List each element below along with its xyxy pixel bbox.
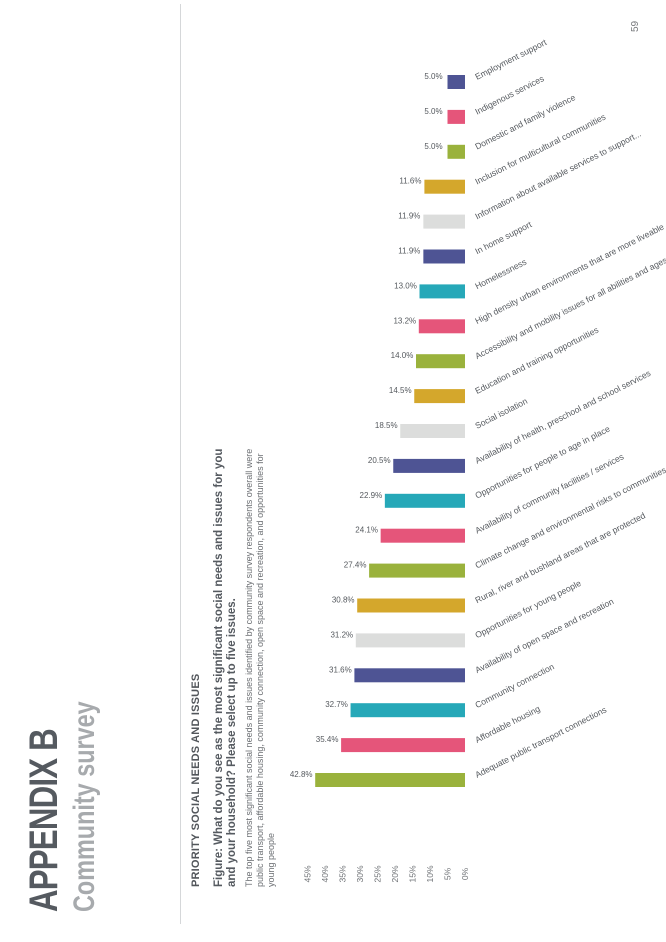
data-label: 31.6%	[329, 665, 352, 674]
data-label: 18.5%	[375, 421, 398, 430]
data-label: 42.8%	[290, 770, 313, 779]
bar	[355, 633, 465, 648]
bar	[424, 179, 465, 194]
y-tick-label: 30%	[355, 865, 365, 882]
category-label: Affordable housing	[473, 703, 541, 744]
category-label: Social isolation	[473, 396, 529, 431]
bar	[400, 424, 465, 438]
bar	[393, 458, 465, 473]
data-label: 5.0%	[424, 72, 442, 81]
data-label: 11.9%	[398, 212, 420, 221]
bar	[354, 668, 465, 683]
bar	[414, 389, 465, 404]
category-label: Availability of open space and recreatio…	[473, 596, 615, 675]
bar	[384, 493, 466, 508]
y-tick-label: 25%	[373, 865, 383, 882]
category-label: Education and training opportunities	[473, 325, 600, 396]
category-label: In home support	[473, 219, 533, 256]
bar	[418, 319, 465, 334]
data-label: 24.1%	[355, 526, 378, 535]
page-number: 59	[630, 20, 641, 32]
y-tick-label: 10%	[425, 865, 435, 882]
category-label: Indigenous services	[473, 73, 545, 116]
bar	[447, 75, 465, 89]
y-tick-label: 0%	[460, 867, 470, 880]
bar	[423, 249, 466, 264]
bar	[447, 109, 465, 124]
data-label: 13.2%	[393, 316, 416, 325]
data-label: 11.6%	[399, 177, 421, 186]
data-label: 5.0%	[424, 107, 442, 116]
data-label: 35.4%	[316, 735, 339, 744]
category-label: Opportunities for people to age in place	[473, 423, 611, 500]
category-label: Inclusion for multicultural communities	[473, 112, 607, 187]
y-tick-label: 15%	[408, 865, 418, 882]
bar	[380, 528, 465, 543]
data-label: 14.5%	[389, 386, 412, 395]
bar	[350, 703, 465, 718]
y-tick-label: 45%	[303, 865, 313, 882]
data-label: 30.8%	[332, 596, 355, 605]
bar	[315, 773, 466, 787]
data-label: 31.2%	[330, 630, 353, 639]
data-label: 32.7%	[325, 700, 348, 709]
bar	[447, 144, 465, 159]
data-label: 13.0%	[394, 281, 417, 290]
y-tick-label: 35%	[338, 865, 348, 882]
category-label: Homelessness	[473, 257, 528, 291]
bar	[357, 598, 466, 613]
bar	[416, 354, 465, 369]
bar	[419, 284, 465, 299]
data-label: 14.0%	[391, 351, 414, 360]
data-label: 11.9%	[398, 247, 420, 256]
y-tick-label: 5%	[443, 867, 453, 880]
y-tick-label: 40%	[320, 865, 330, 882]
bar	[369, 563, 466, 578]
data-label: 5.0%	[424, 142, 442, 151]
data-label: 22.9%	[360, 491, 383, 500]
bar	[341, 738, 466, 753]
bar	[423, 214, 466, 229]
data-label: 20.5%	[368, 456, 391, 465]
y-tick-label: 20%	[390, 865, 400, 882]
data-label: 27.4%	[344, 561, 367, 570]
category-label: Adequate public transport connections	[473, 704, 608, 779]
